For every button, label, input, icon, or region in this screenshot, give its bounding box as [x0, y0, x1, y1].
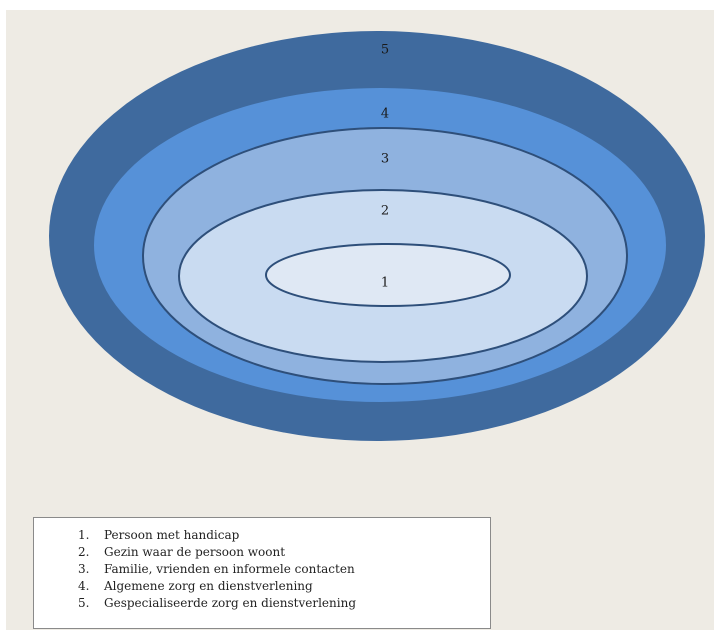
- legend-item: 5. Gespecialiseerde zorg en dienstverleni…: [78, 595, 490, 612]
- legend: 1. Persoon met handicap 2. Gezin waar de p…: [33, 517, 491, 629]
- legend-item: 2. Gezin waar de persoon woont: [78, 544, 490, 561]
- legend-item-number: 5.: [78, 596, 90, 610]
- legend-item-number: 3.: [78, 562, 90, 576]
- legend-item-text: Persoon met handicap: [104, 528, 240, 542]
- ring-5-label: 5: [381, 43, 389, 58]
- legend-item-text: Familie, vrienden en informele contacten: [104, 562, 355, 576]
- legend-item: 1. Persoon met handicap: [78, 527, 490, 544]
- ring-2-label: 2: [381, 204, 389, 219]
- ring-4-label: 4: [381, 107, 389, 122]
- legend-item: 4. Algemene zorg en dienstverlening: [78, 578, 490, 595]
- legend-item-number: 1.: [78, 528, 90, 542]
- ring-1-person: [265, 243, 511, 307]
- legend-item: 3. Familie, vrienden en informele contact…: [78, 561, 490, 578]
- legend-item-text: Gezin waar de persoon woont: [104, 545, 286, 559]
- legend-item-text: Gespecialiseerde zorg en dienstverlening: [104, 596, 356, 610]
- legend-item-number: 4.: [78, 579, 90, 593]
- legend-list: 1. Persoon met handicap 2. Gezin waar de p…: [34, 518, 490, 612]
- ring-1-label: 1: [381, 276, 389, 291]
- legend-item-number: 2.: [78, 545, 90, 559]
- legend-item-text: Algemene zorg en dienstverlening: [104, 579, 313, 593]
- ring-3-label: 3: [381, 152, 389, 167]
